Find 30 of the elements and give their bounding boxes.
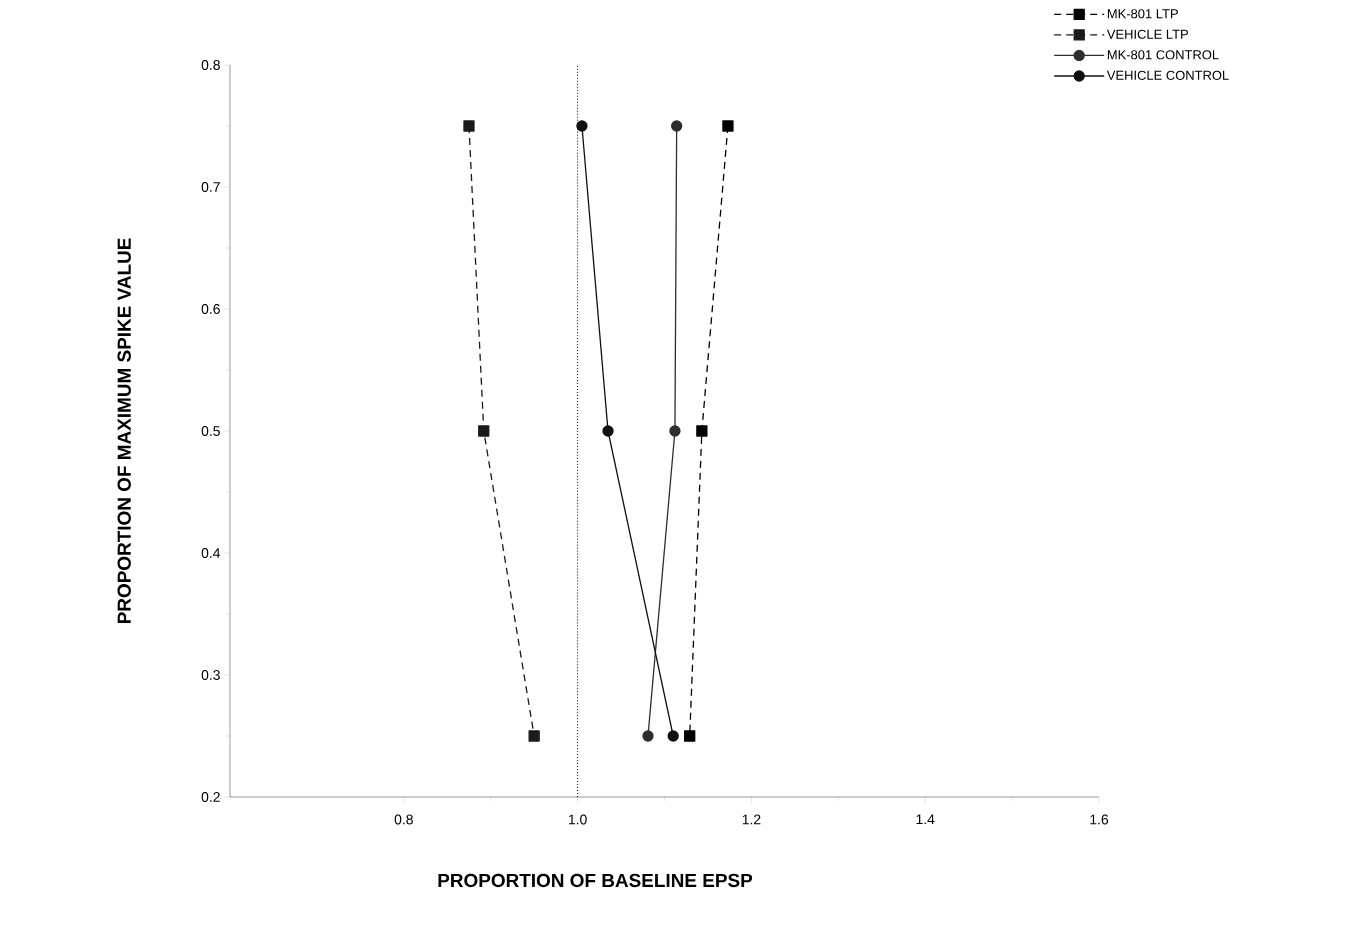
point — [463, 120, 475, 132]
y-tick-label: 0.7 — [201, 182, 220, 192]
y-tick-label: 0.2 — [201, 792, 220, 802]
y-tick-label: 0.6 — [201, 304, 220, 314]
point — [642, 730, 654, 742]
legend-label: MK-801 CONTROL — [1107, 50, 1219, 60]
point — [671, 120, 683, 132]
point — [478, 425, 490, 437]
legend-label: MK-801 LTP — [1107, 9, 1178, 19]
x-axis-title: PROPORTION OF BASELINE EPSP — [438, 873, 753, 888]
x-tick-label: 1.0 — [568, 814, 587, 825]
x-tick-label: 1.4 — [916, 814, 935, 825]
y-tick-label: 0.8 — [201, 60, 220, 70]
x-tick-label: 1.6 — [1090, 814, 1109, 825]
y-tick-label: 0.5 — [201, 426, 220, 436]
point — [669, 425, 681, 437]
y-tick-label: 0.4 — [201, 548, 221, 558]
point — [528, 730, 540, 742]
x-tick-label: 1.2 — [742, 814, 761, 825]
point — [602, 425, 614, 437]
point — [576, 120, 588, 132]
point — [684, 730, 696, 742]
y-tick-label: 0.3 — [201, 670, 220, 680]
legend-label: VEHICLE LTP — [1106, 29, 1188, 39]
x-tick-label: 0.8 — [394, 814, 413, 825]
legend-label: VEHICLE CONTROL — [1106, 70, 1229, 80]
point — [667, 730, 679, 742]
y-axis-title: PROPORTION OF MAXIMUM SPIKE VALUE — [117, 238, 131, 624]
point — [696, 425, 708, 437]
point — [722, 120, 734, 132]
